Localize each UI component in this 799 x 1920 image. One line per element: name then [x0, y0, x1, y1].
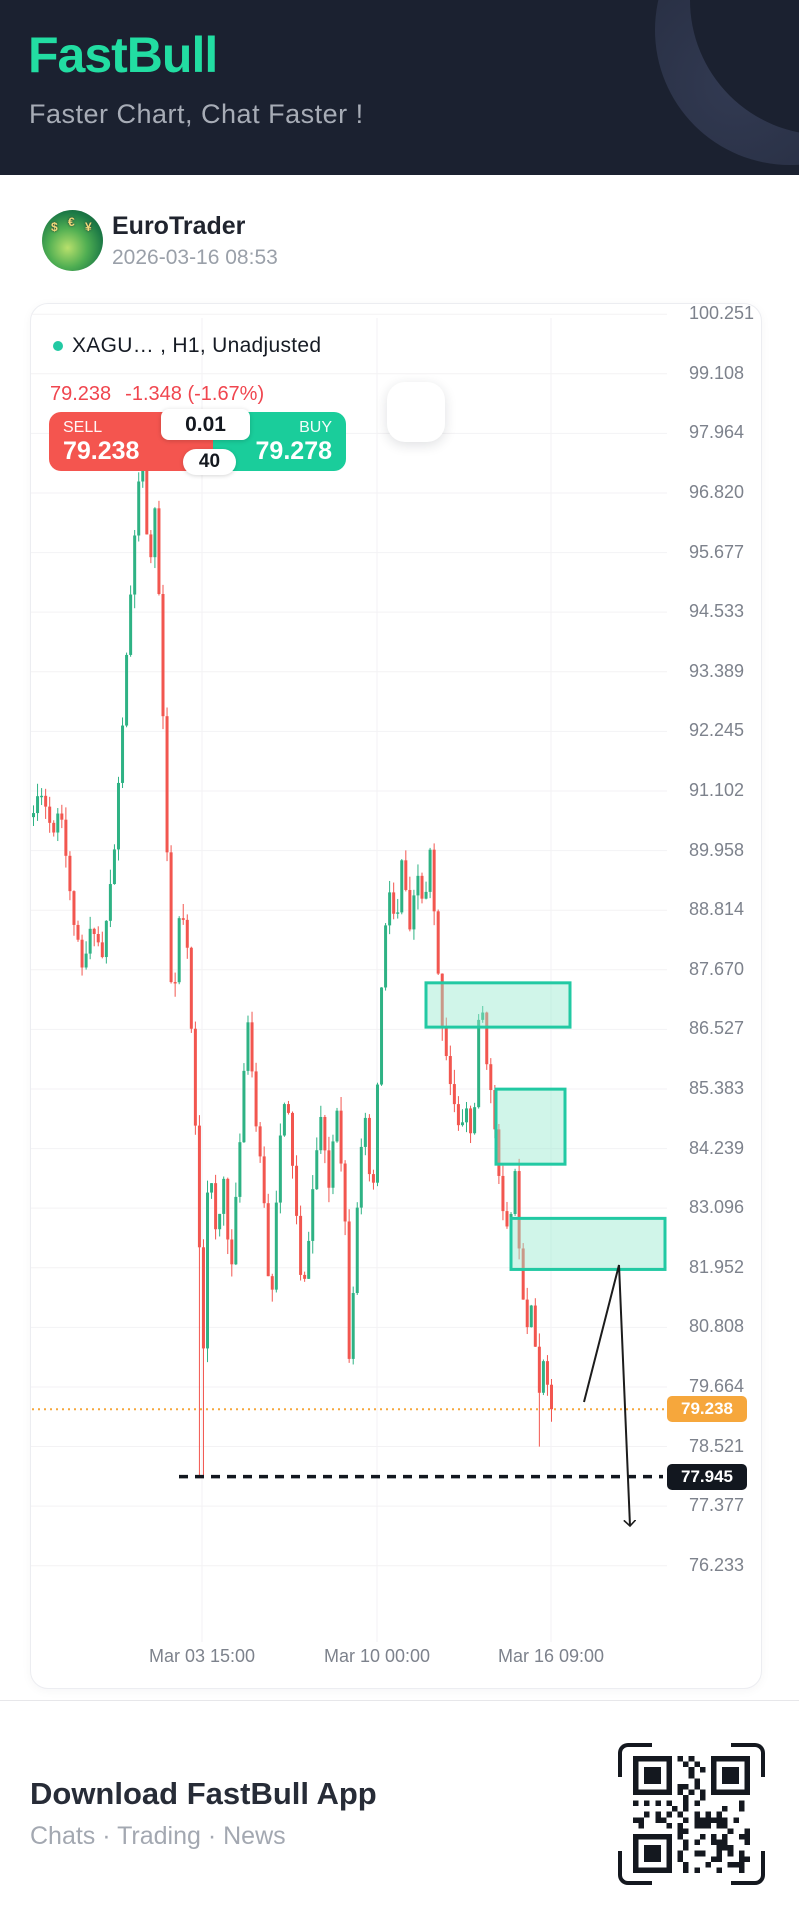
spread-box: 40 — [183, 449, 236, 475]
y-axis-label: 89.958 — [689, 839, 745, 860]
y-axis-label: 91.102 — [689, 779, 745, 800]
candles — [32, 434, 553, 1478]
y-axis-label: 100.251 — [689, 303, 755, 324]
x-axis-label: Mar 16 09:00 — [497, 1646, 605, 1666]
qr-bracket-icon — [731, 1743, 765, 1777]
price-change: -1.348 (-1.67%) — [125, 383, 265, 405]
y-axis-label: 77.377 — [689, 1495, 745, 1516]
y-axis-label: 97.964 — [689, 422, 745, 443]
y-axis-label: 84.239 — [689, 1137, 745, 1158]
lot-size-box[interactable]: 0.01 — [161, 409, 250, 440]
y-axis-label: 76.233 — [689, 1554, 745, 1575]
qr-bracket-icon — [731, 1851, 765, 1885]
symbol-label: XAGU… , H1, Unadjusted — [72, 334, 322, 357]
y-axis-label: 87.670 — [689, 958, 745, 979]
app-header: FastBull Faster Chart, Chat Faster ! — [0, 0, 799, 175]
supply-demand-zones — [424, 981, 667, 1271]
price-lines — [32, 1408, 726, 1479]
download-subtitle: Chats · Trading · News — [30, 1822, 286, 1850]
download-title: Download FastBull App — [30, 1776, 377, 1811]
watermark-chip[interactable] — [387, 382, 445, 442]
sell-button-label: SELL — [63, 419, 103, 436]
qr-code — [618, 1743, 765, 1885]
yen-symbol-icon: ¥ — [85, 220, 92, 234]
x-axis-label: Mar 03 15:00 — [148, 1646, 256, 1666]
qr-bracket-icon — [618, 1851, 652, 1885]
y-axis-label: 86.527 — [689, 1018, 745, 1039]
buy-button-label: BUY — [299, 419, 332, 436]
username: EuroTrader — [112, 212, 246, 240]
qr-pattern — [633, 1756, 750, 1873]
qr-bracket-icon — [618, 1743, 652, 1777]
post-timestamp: 2026-03-16 08:53 — [112, 246, 278, 269]
candlestick-chart[interactable] — [31, 304, 761, 1688]
y-axis-label: 92.245 — [689, 720, 745, 741]
y-axis-label: 96.820 — [689, 482, 745, 502]
euro-symbol-icon: € — [68, 215, 75, 229]
buy-price: 79.278 — [255, 437, 332, 465]
y-axis-label: 99.108 — [689, 362, 745, 383]
fastbull-logo: FastBull — [28, 27, 218, 83]
last-price: 79.238 — [50, 383, 112, 405]
y-axis-label: 88.814 — [689, 899, 745, 920]
app-tagline: Faster Chart, Chat Faster ! — [29, 99, 364, 129]
y-axis-label: 78.521 — [689, 1435, 745, 1456]
price-line-badge: 79.238 — [667, 1396, 747, 1423]
quote-line: 79.238 -1.348 (-1.67%) — [50, 383, 264, 406]
projection-arrow — [583, 1264, 630, 1526]
y-axis-label: 85.383 — [689, 1077, 745, 1098]
order-widget: SELL 79.238 BUY 79.278 0.01 40 — [49, 409, 346, 475]
footer-divider — [0, 1700, 799, 1701]
price-line-badge: 77.945 — [667, 1463, 747, 1490]
dollar-symbol-icon: $ — [51, 220, 58, 234]
gridlines — [31, 313, 667, 1642]
y-axis-label: 79.664 — [689, 1376, 745, 1396]
y-axis-label: 93.389 — [689, 660, 745, 681]
y-axis-label: 80.808 — [689, 1316, 745, 1337]
x-axis-label: Mar 10 00:00 — [323, 1646, 431, 1666]
series-dot-icon — [53, 341, 63, 351]
chart-legend: XAGU… , H1, Unadjusted — [53, 334, 321, 358]
y-axis-label: 94.533 — [689, 601, 745, 622]
y-axis-label: 81.952 — [689, 1256, 745, 1277]
sell-price: 79.238 — [63, 437, 140, 465]
avatar[interactable]: $ € ¥ — [42, 210, 103, 271]
y-axis-label: 95.677 — [689, 541, 745, 562]
chart-card: XAGU… , H1, Unadjusted 79.238 -1.348 (-1.… — [30, 303, 762, 1689]
y-axis-label: 83.096 — [689, 1197, 745, 1218]
